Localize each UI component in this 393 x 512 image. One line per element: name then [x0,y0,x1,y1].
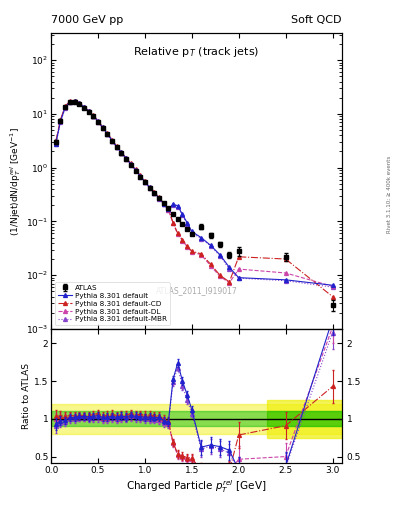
Bar [51,411,342,426]
Text: Soft QCD: Soft QCD [292,14,342,25]
Text: ATLAS_2011_I919017: ATLAS_2011_I919017 [156,286,237,295]
Legend: ATLAS, Pythia 8.301 default, Pythia 8.301 default-CD, Pythia 8.301 default-DL, P: ATLAS, Pythia 8.301 default, Pythia 8.30… [55,282,170,325]
Bar [267,400,342,438]
Text: 7000 GeV pp: 7000 GeV pp [51,14,123,25]
X-axis label: Charged Particle $p^{rel}_{T}$ [GeV]: Charged Particle $p^{rel}_{T}$ [GeV] [126,478,267,495]
Text: Rivet 3.1.10; ≥ 400k events: Rivet 3.1.10; ≥ 400k events [387,156,392,233]
Text: Relative p$_{T}$ (track jets): Relative p$_{T}$ (track jets) [133,45,260,59]
Bar [267,411,342,426]
Y-axis label: (1/Njet)dN/dp$^{rel}_{T}$ [GeV$^{-1}$]: (1/Njet)dN/dp$^{rel}_{T}$ [GeV$^{-1}$] [8,126,23,236]
Y-axis label: Ratio to ATLAS: Ratio to ATLAS [22,363,31,429]
Bar [51,403,342,434]
